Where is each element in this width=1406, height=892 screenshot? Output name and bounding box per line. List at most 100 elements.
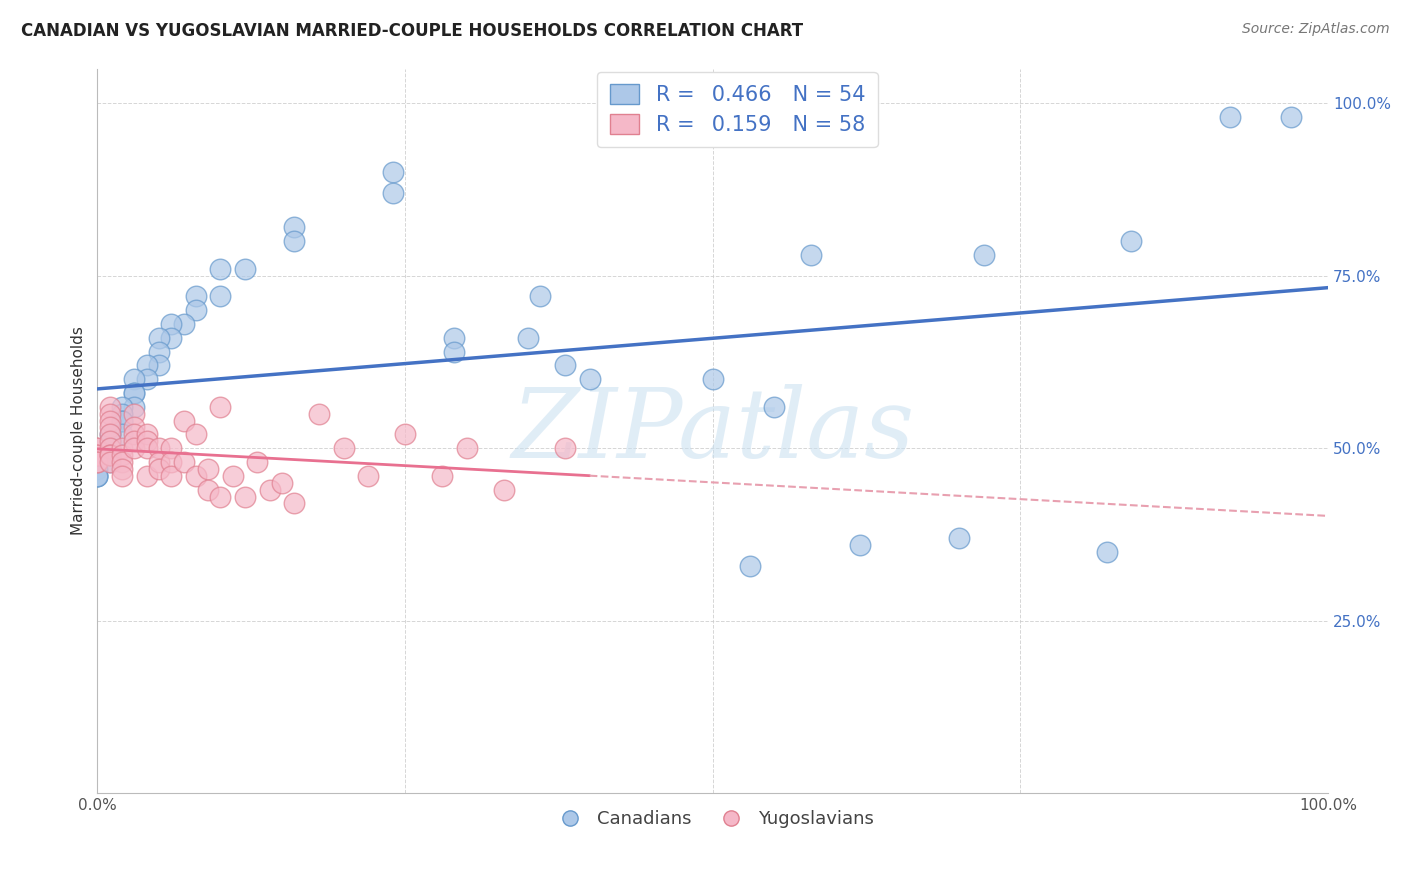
Point — [973, 248, 995, 262]
Point — [124, 407, 146, 421]
Point — [259, 483, 281, 497]
Point — [148, 441, 170, 455]
Point — [111, 414, 134, 428]
Point — [86, 455, 108, 469]
Point — [184, 427, 207, 442]
Point — [124, 400, 146, 414]
Point — [197, 462, 219, 476]
Point — [332, 441, 354, 455]
Point — [98, 455, 121, 469]
Point — [111, 427, 134, 442]
Point — [86, 448, 108, 462]
Y-axis label: Married-couple Households: Married-couple Households — [72, 326, 86, 535]
Point — [111, 468, 134, 483]
Point — [124, 386, 146, 401]
Point — [111, 414, 134, 428]
Point — [173, 414, 195, 428]
Point — [86, 441, 108, 455]
Point — [209, 490, 232, 504]
Point — [124, 386, 146, 401]
Point — [98, 448, 121, 462]
Point — [160, 441, 183, 455]
Point — [209, 400, 232, 414]
Point — [148, 359, 170, 373]
Point — [86, 441, 108, 455]
Point — [578, 372, 600, 386]
Point — [98, 441, 121, 455]
Point — [948, 531, 970, 545]
Point — [160, 455, 183, 469]
Point — [148, 344, 170, 359]
Point — [98, 400, 121, 414]
Point — [456, 441, 478, 455]
Point — [173, 317, 195, 331]
Point — [98, 420, 121, 434]
Point — [124, 372, 146, 386]
Point — [111, 455, 134, 469]
Point — [554, 441, 576, 455]
Point — [86, 468, 108, 483]
Point — [124, 434, 146, 449]
Point — [738, 558, 761, 573]
Point — [800, 248, 823, 262]
Point — [98, 448, 121, 462]
Point — [98, 434, 121, 449]
Point — [443, 331, 465, 345]
Point — [197, 483, 219, 497]
Text: Source: ZipAtlas.com: Source: ZipAtlas.com — [1241, 22, 1389, 37]
Point — [148, 331, 170, 345]
Point — [160, 317, 183, 331]
Point — [124, 420, 146, 434]
Point — [246, 455, 269, 469]
Point — [98, 448, 121, 462]
Point — [529, 289, 551, 303]
Point — [98, 407, 121, 421]
Point — [86, 468, 108, 483]
Point — [184, 289, 207, 303]
Point — [111, 400, 134, 414]
Point — [209, 261, 232, 276]
Point — [135, 468, 157, 483]
Point — [702, 372, 724, 386]
Point — [86, 468, 108, 483]
Point — [135, 441, 157, 455]
Point — [283, 220, 305, 235]
Point — [394, 427, 416, 442]
Point — [111, 441, 134, 455]
Point — [111, 448, 134, 462]
Point — [98, 427, 121, 442]
Point — [1279, 110, 1302, 124]
Point — [184, 468, 207, 483]
Point — [1219, 110, 1241, 124]
Point — [98, 427, 121, 442]
Point — [209, 289, 232, 303]
Point — [86, 455, 108, 469]
Point — [98, 414, 121, 428]
Point — [148, 455, 170, 469]
Point — [849, 538, 872, 552]
Point — [135, 427, 157, 442]
Point — [111, 407, 134, 421]
Point — [124, 441, 146, 455]
Point — [763, 400, 786, 414]
Point — [233, 490, 256, 504]
Point — [135, 372, 157, 386]
Point — [86, 462, 108, 476]
Point — [98, 441, 121, 455]
Point — [173, 455, 195, 469]
Point — [381, 186, 404, 200]
Point — [443, 344, 465, 359]
Point — [160, 468, 183, 483]
Point — [492, 483, 515, 497]
Text: CANADIAN VS YUGOSLAVIAN MARRIED-COUPLE HOUSEHOLDS CORRELATION CHART: CANADIAN VS YUGOSLAVIAN MARRIED-COUPLE H… — [21, 22, 803, 40]
Point — [111, 462, 134, 476]
Point — [98, 434, 121, 449]
Point — [222, 468, 245, 483]
Point — [1095, 545, 1118, 559]
Point — [283, 234, 305, 248]
Point — [381, 165, 404, 179]
Legend: Canadians, Yugoslavians: Canadians, Yugoslavians — [544, 803, 882, 835]
Point — [98, 448, 121, 462]
Text: ZIPatlas: ZIPatlas — [512, 384, 914, 478]
Point — [271, 475, 294, 490]
